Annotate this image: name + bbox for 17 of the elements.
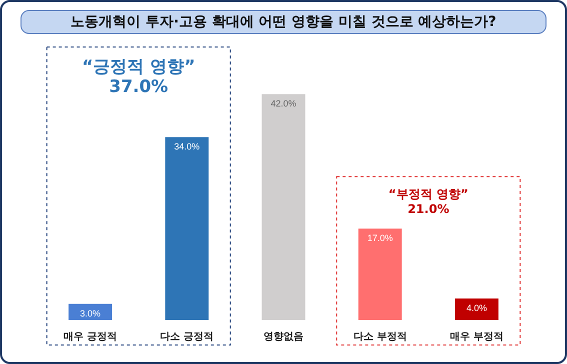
x-tick-label: 영향없음 (264, 332, 304, 342)
bar (165, 137, 209, 320)
bar (262, 94, 306, 320)
x-tick-label: 매우 부정적 (450, 332, 504, 342)
annotation: “긍정적 영향” 37.0% (82, 57, 196, 97)
annotation: “부정적 영향” 21.0% (388, 187, 468, 216)
x-tick-label: 다소 부정적 (353, 332, 407, 342)
data-label: 17.0% (367, 233, 393, 244)
x-tick-label: 다소 긍정적 (160, 332, 214, 342)
chart-title: 노동개혁이 투자·고용 확대에 어떤 영향을 미칠 것으로 예상하는가? (70, 14, 496, 30)
data-label: 3.0% (80, 308, 101, 318)
data-label: 34.0% (174, 142, 200, 152)
x-tick-label: 매우 긍정적 (64, 332, 118, 342)
bar (358, 228, 402, 320)
bar (454, 298, 498, 320)
data-label: 42.0% (270, 98, 296, 109)
data-label: 4.0% (466, 302, 487, 313)
